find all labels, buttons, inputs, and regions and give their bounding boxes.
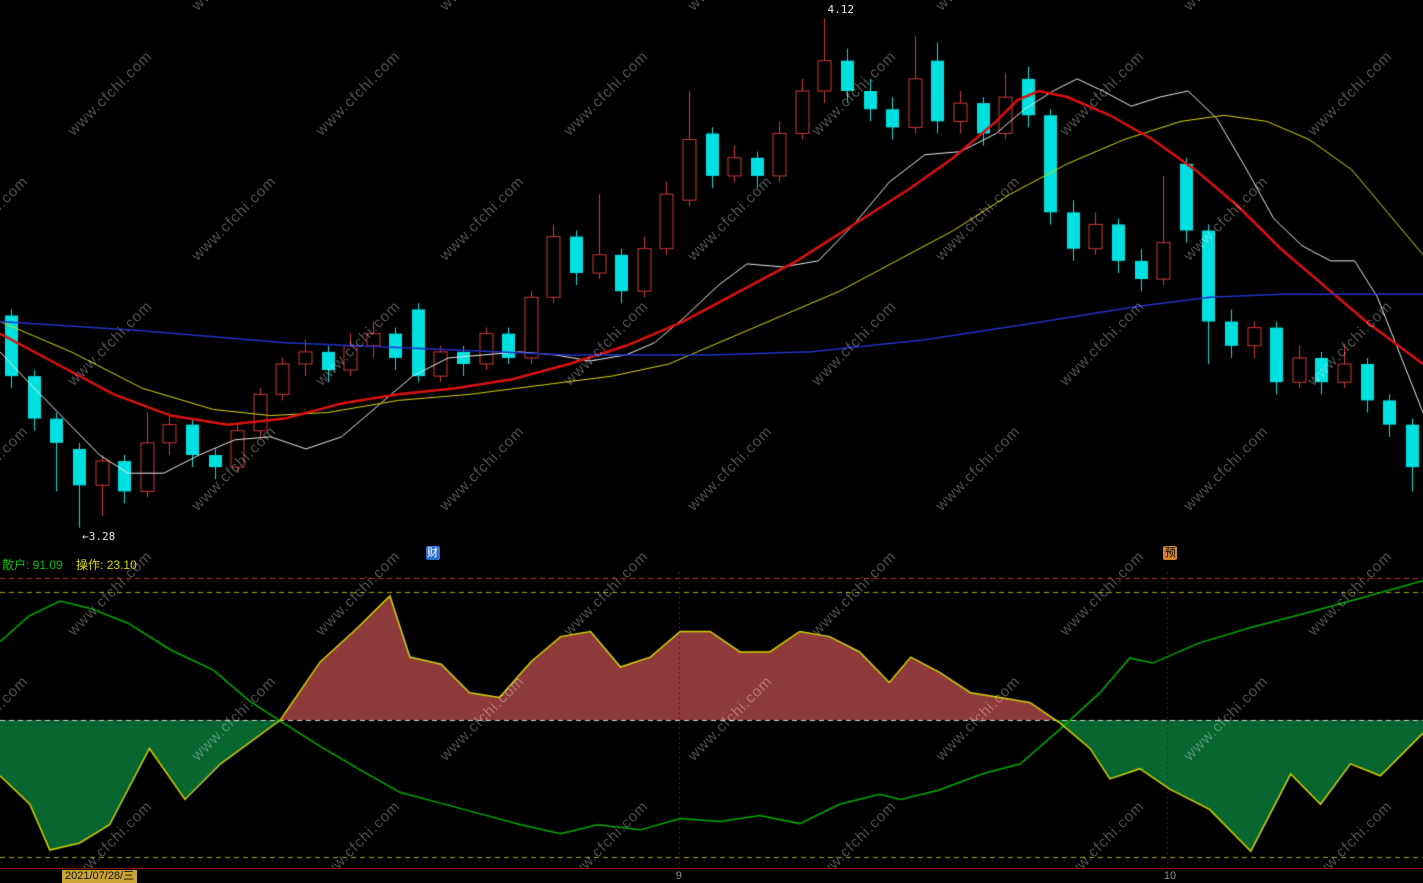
candlestick-chart[interactable] bbox=[0, 0, 1423, 546]
signal-badge-cai: 财 bbox=[425, 546, 440, 560]
signal-badge-yu: 预 bbox=[1163, 546, 1178, 560]
indicator-header: 散户: 91.09 操作: 23.10 bbox=[2, 556, 137, 573]
date-label: 2021/07/28/三 bbox=[62, 870, 138, 883]
month-label-9: 9 bbox=[675, 870, 682, 882]
indicator-chart[interactable] bbox=[0, 572, 1423, 868]
caozuo-value-label: 操作: 23.10 bbox=[76, 558, 137, 572]
price-low-label: ←3.28 bbox=[82, 529, 116, 543]
timeline-axis[interactable]: 2021/07/28/三 9 10 bbox=[0, 868, 1423, 883]
sanhu-value-label: 散户: 91.09 bbox=[2, 558, 63, 572]
month-label-10: 10 bbox=[1163, 870, 1177, 882]
price-high-label: 4.12 bbox=[827, 3, 854, 17]
